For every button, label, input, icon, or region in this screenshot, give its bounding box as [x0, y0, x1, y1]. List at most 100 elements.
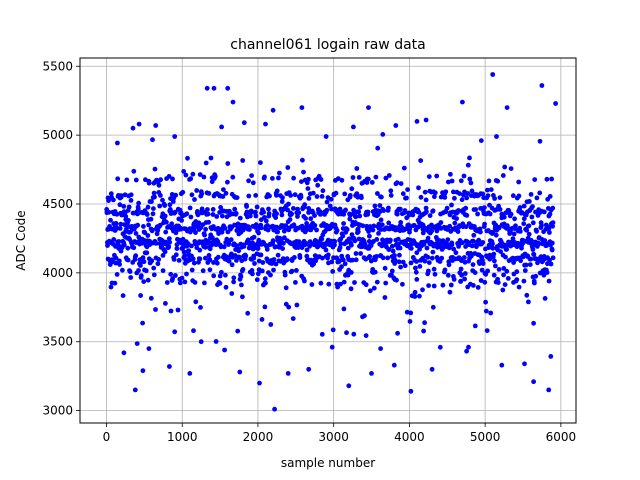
data-point: [219, 124, 225, 130]
data-point: [114, 272, 120, 277]
data-point: [271, 267, 276, 273]
data-point: [240, 267, 246, 272]
data-point: [553, 101, 558, 106]
data-point: [117, 202, 123, 208]
data-point: [211, 273, 217, 279]
data-point: [290, 316, 296, 321]
data-point: [199, 191, 205, 197]
data-point: [341, 279, 347, 285]
data-point: [329, 206, 334, 212]
data-point: [533, 273, 539, 279]
data-point: [464, 195, 470, 201]
data-point: [349, 232, 355, 238]
data-point: [349, 242, 354, 248]
data-point: [372, 269, 378, 275]
data-point: [329, 344, 335, 350]
data-point: [319, 194, 325, 199]
data-point: [297, 255, 303, 260]
data-point: [449, 178, 455, 184]
data-point: [259, 268, 265, 274]
data-point: [235, 328, 241, 334]
data-point: [429, 366, 435, 372]
data-point: [125, 245, 131, 251]
data-point: [173, 252, 179, 258]
data-point: [494, 134, 499, 139]
data-point: [318, 177, 324, 182]
data-point: [352, 280, 357, 285]
data-point: [495, 280, 501, 285]
data-point: [266, 211, 272, 216]
data-point: [116, 239, 122, 244]
data-point: [221, 244, 227, 250]
data-point: [294, 302, 300, 308]
data-point: [522, 361, 527, 367]
data-point: [448, 171, 453, 177]
data-point: [344, 227, 350, 232]
data-point: [162, 203, 168, 208]
data-point: [111, 237, 117, 242]
data-point: [501, 272, 506, 278]
plot-area-frame: [79, 57, 577, 424]
data-point: [286, 304, 292, 310]
data-point: [149, 199, 154, 205]
data-point: [420, 230, 426, 236]
data-point: [537, 190, 543, 196]
data-point: [301, 169, 306, 175]
data-point: [395, 236, 401, 242]
data-point: [225, 179, 230, 185]
data-point: [478, 278, 484, 283]
data-point: [117, 258, 122, 264]
data-point: [219, 269, 224, 275]
data-point: [394, 277, 399, 283]
data-point: [367, 254, 373, 259]
data-point: [309, 282, 315, 287]
data-point: [172, 329, 178, 335]
data-point: [490, 72, 496, 77]
data-point: [377, 203, 383, 208]
data-point: [397, 252, 402, 258]
chart-title: channel061 logain raw data: [230, 37, 425, 53]
data-point: [204, 85, 210, 91]
data-point: [542, 238, 548, 243]
data-point: [177, 280, 183, 286]
data-point: [398, 181, 404, 187]
data-point: [353, 214, 359, 220]
data-point: [299, 179, 304, 185]
data-point: [459, 272, 464, 278]
data-point: [417, 293, 422, 299]
data-point: [197, 247, 203, 253]
data-point: [423, 197, 429, 203]
data-point: [353, 251, 359, 256]
data-point: [546, 226, 552, 232]
data-point: [498, 249, 503, 255]
data-point: [133, 253, 139, 259]
data-point: [356, 209, 362, 215]
data-point: [378, 346, 383, 351]
data-point: [207, 267, 213, 273]
data-point: [155, 261, 161, 267]
data-point: [524, 227, 530, 233]
data-point: [319, 236, 325, 242]
data-point: [395, 330, 400, 336]
data-point: [289, 268, 295, 274]
data-point: [338, 241, 344, 247]
data-point: [314, 194, 320, 199]
data-point: [381, 208, 387, 214]
data-point: [351, 331, 357, 337]
data-point: [345, 245, 351, 251]
data-point: [190, 256, 196, 262]
x-tick-label: 3000: [318, 430, 349, 444]
data-point: [252, 261, 257, 266]
data-point: [118, 221, 124, 227]
data-point: [221, 187, 226, 193]
data-point: [393, 123, 399, 128]
data-point: [458, 266, 464, 272]
data-point: [491, 251, 497, 257]
data-point: [211, 260, 216, 265]
data-point: [521, 221, 527, 227]
data-point: [128, 275, 134, 280]
data-point: [253, 193, 259, 198]
data-point: [258, 225, 264, 231]
data-point: [312, 213, 317, 219]
data-point: [135, 222, 141, 228]
